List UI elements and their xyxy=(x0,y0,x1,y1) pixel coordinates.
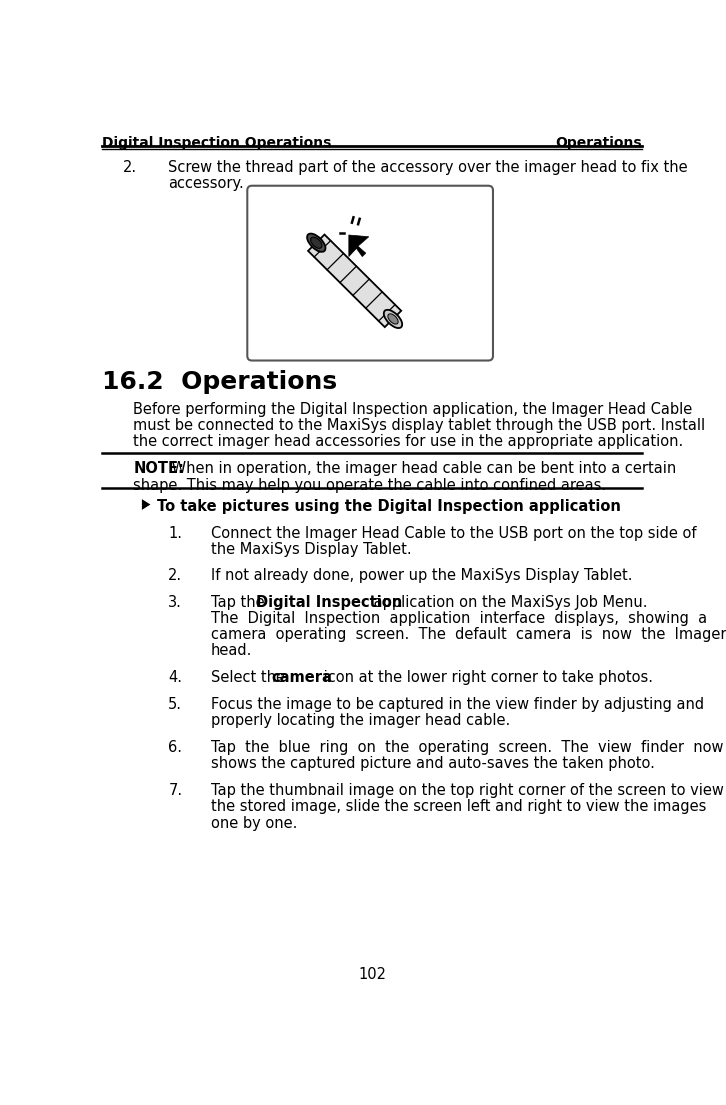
Text: The  Digital  Inspection  application  interface  displays,  showing  a: The Digital Inspection application inter… xyxy=(211,611,707,625)
Text: 2.: 2. xyxy=(168,568,182,582)
Text: camera: camera xyxy=(272,670,333,685)
Text: NOTE:: NOTE: xyxy=(134,462,184,476)
Text: 102: 102 xyxy=(358,967,386,981)
Polygon shape xyxy=(142,499,150,509)
Text: Connect the Imager Head Cable to the USB port on the top side of: Connect the Imager Head Cable to the USB… xyxy=(211,526,696,541)
Text: icon at the lower right corner to take photos.: icon at the lower right corner to take p… xyxy=(319,670,653,685)
Text: To take pictures using the Digital Inspection application: To take pictures using the Digital Inspe… xyxy=(157,499,621,514)
Text: 5.: 5. xyxy=(168,697,182,712)
Ellipse shape xyxy=(388,314,398,324)
Text: must be connected to the MaxiSys display tablet through the USB port. Install: must be connected to the MaxiSys display… xyxy=(134,419,706,433)
Text: 2.: 2. xyxy=(123,159,137,175)
Text: If not already done, power up the MaxiSys Display Tablet.: If not already done, power up the MaxiSy… xyxy=(211,568,632,582)
Text: Operations: Operations xyxy=(555,136,642,150)
Text: When in operation, the imager head cable can be bent into a certain: When in operation, the imager head cable… xyxy=(168,462,677,476)
Text: the MaxiSys Display Tablet.: the MaxiSys Display Tablet. xyxy=(211,543,412,557)
Text: 3.: 3. xyxy=(168,594,182,610)
Text: Before performing the Digital Inspection application, the Imager Head Cable: Before performing the Digital Inspection… xyxy=(134,402,693,417)
Text: 4.: 4. xyxy=(168,670,182,685)
Text: Tap the: Tap the xyxy=(211,594,269,610)
Text: 6.: 6. xyxy=(168,740,182,755)
Polygon shape xyxy=(348,235,369,256)
Ellipse shape xyxy=(307,233,325,252)
Text: accessory.: accessory. xyxy=(168,176,244,191)
Text: 1.: 1. xyxy=(168,526,182,541)
Text: the correct imager head accessories for use in the appropriate application.: the correct imager head accessories for … xyxy=(134,434,684,450)
Text: camera  operating  screen.  The  default  camera  is  now  the  Imager: camera operating screen. The default cam… xyxy=(211,627,726,642)
Text: Tap  the  blue  ring  on  the  operating  screen.  The  view  finder  now: Tap the blue ring on the operating scree… xyxy=(211,740,723,755)
Text: application on the MaxiSys Job Menu.: application on the MaxiSys Job Menu. xyxy=(370,594,648,610)
Text: Tap the thumbnail image on the top right corner of the screen to view: Tap the thumbnail image on the top right… xyxy=(211,783,724,798)
Text: properly locating the imager head cable.: properly locating the imager head cable. xyxy=(211,713,510,728)
Ellipse shape xyxy=(384,309,402,328)
Text: Focus the image to be captured in the view finder by adjusting and: Focus the image to be captured in the vi… xyxy=(211,697,704,712)
Text: 7.: 7. xyxy=(168,783,182,798)
Text: Screw the thread part of the accessory over the imager head to fix the: Screw the thread part of the accessory o… xyxy=(168,159,688,175)
FancyBboxPatch shape xyxy=(248,186,493,360)
Text: Digital Inspection Operations: Digital Inspection Operations xyxy=(102,136,332,150)
Text: head.: head. xyxy=(211,643,252,659)
Text: 16.2  Operations: 16.2 Operations xyxy=(102,370,338,393)
Text: one by one.: one by one. xyxy=(211,815,297,831)
Text: Select the: Select the xyxy=(211,670,290,685)
Polygon shape xyxy=(308,234,401,327)
Text: Digital Inspection: Digital Inspection xyxy=(256,594,402,610)
Text: shows the captured picture and auto-saves the taken photo.: shows the captured picture and auto-save… xyxy=(211,756,655,771)
Ellipse shape xyxy=(311,238,322,249)
Text: shape. This may help you operate the cable into confined areas.: shape. This may help you operate the cab… xyxy=(134,477,606,493)
Text: the stored image, slide the screen left and right to view the images: the stored image, slide the screen left … xyxy=(211,799,706,814)
